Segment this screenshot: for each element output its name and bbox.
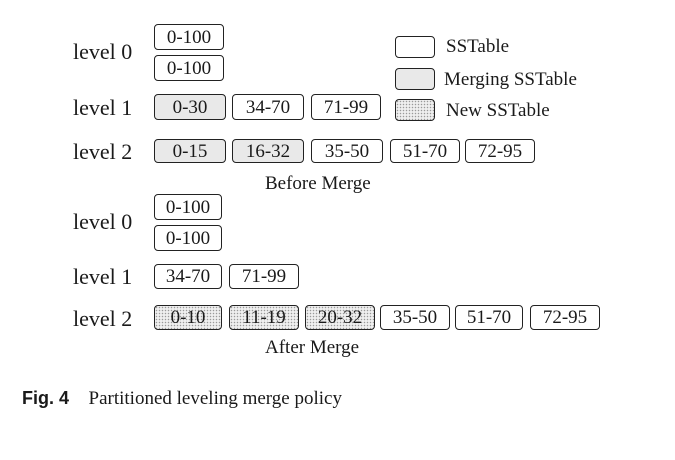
legend-sstable-label: SSTable (446, 36, 510, 57)
after-l2-sstable-6: 72-95 (530, 305, 600, 330)
before-merge-caption: Before Merge (265, 173, 371, 194)
before-level-0-label: level 0 (73, 39, 133, 64)
after-l2-new-sstable-2: 11-19 (229, 305, 299, 330)
figure-title: Partitioned leveling merge policy (88, 388, 342, 409)
figure-caption: Fig. 4 Partitioned leveling merge policy (22, 389, 342, 408)
before-l1-sstable-2: 34-70 (232, 94, 304, 120)
before-level-2-label: level 2 (73, 139, 133, 164)
before-l2-sstable-4: 51-70 (390, 139, 460, 163)
legend-new-swatch (395, 99, 435, 121)
figure-number: Fig. 4 (22, 388, 70, 408)
after-l0-sstable-2: 0-100 (154, 225, 222, 251)
after-level-1-label: level 1 (73, 264, 133, 289)
after-l2-new-sstable-1: 0-10 (154, 305, 222, 330)
after-l0-sstable-1: 0-100 (154, 194, 222, 220)
before-l0-sstable-2: 0-100 (154, 55, 224, 81)
legend-merging-swatch (395, 68, 435, 90)
after-l1-sstable-1: 34-70 (154, 264, 222, 289)
after-l2-new-sstable-3: 20-32 (305, 305, 375, 330)
before-l1-sstable-3: 71-99 (311, 94, 381, 120)
after-merge-caption: After Merge (265, 337, 360, 358)
legend-sstable-swatch (395, 36, 435, 58)
before-level-1-label: level 1 (73, 95, 133, 120)
before-l2-merging-sstable-2: 16-32 (232, 139, 304, 163)
after-level-2-label: level 2 (73, 306, 133, 331)
before-l1-merging-sstable: 0-30 (154, 94, 226, 120)
after-l1-sstable-2: 71-99 (229, 264, 299, 289)
after-l2-sstable-4: 35-50 (380, 305, 450, 330)
before-l2-merging-sstable-1: 0-15 (154, 139, 226, 163)
after-level-0-label: level 0 (73, 209, 133, 234)
before-l2-sstable-5: 72-95 (465, 139, 535, 163)
before-l2-sstable-3: 35-50 (311, 139, 383, 163)
after-l2-sstable-5: 51-70 (455, 305, 523, 330)
legend-merging-label: Merging SSTable (444, 69, 577, 90)
before-l0-sstable-1: 0-100 (154, 24, 224, 50)
legend-new-label: New SSTable (446, 100, 550, 121)
